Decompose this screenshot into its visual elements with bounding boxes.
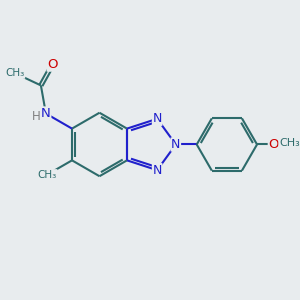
Text: N: N — [152, 164, 162, 177]
Text: H: H — [32, 110, 40, 123]
Text: N: N — [171, 138, 181, 151]
Text: CH₃: CH₃ — [5, 68, 25, 78]
Text: O: O — [47, 58, 58, 71]
Text: CH₃: CH₃ — [38, 169, 57, 180]
Text: CH₃: CH₃ — [279, 138, 300, 148]
Text: O: O — [268, 138, 279, 151]
Text: N: N — [152, 112, 162, 125]
Text: N: N — [41, 107, 51, 120]
